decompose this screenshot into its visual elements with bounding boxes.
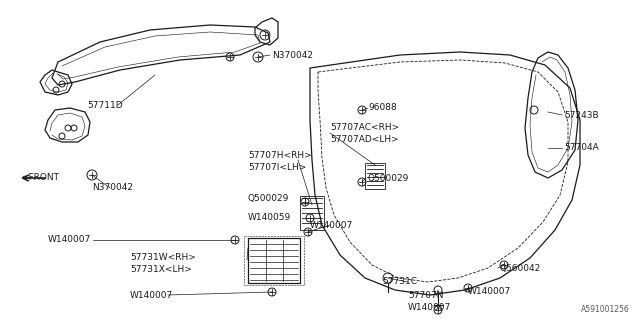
Text: Q560042: Q560042 xyxy=(500,263,541,273)
Text: 57731X<LH>: 57731X<LH> xyxy=(130,266,192,275)
Text: 57711D: 57711D xyxy=(87,100,123,109)
Bar xyxy=(365,163,385,189)
Text: A591001256: A591001256 xyxy=(581,305,630,314)
Text: 57243B: 57243B xyxy=(564,110,598,119)
Text: ←FRONT: ←FRONT xyxy=(22,173,60,182)
Text: 57707AD<LH>: 57707AD<LH> xyxy=(330,135,399,145)
Text: 57707H<RH>: 57707H<RH> xyxy=(248,150,312,159)
Text: W140007: W140007 xyxy=(468,287,511,297)
Text: 57731C: 57731C xyxy=(382,277,417,286)
Text: W140007: W140007 xyxy=(408,303,451,313)
Text: 96088: 96088 xyxy=(368,103,397,113)
Text: W140059: W140059 xyxy=(248,213,291,222)
Bar xyxy=(244,236,304,285)
Bar xyxy=(300,196,324,230)
Text: Q500029: Q500029 xyxy=(248,194,289,203)
Text: N370042: N370042 xyxy=(272,51,313,60)
Text: W140007: W140007 xyxy=(130,291,173,300)
Text: W140007: W140007 xyxy=(48,236,92,244)
Bar xyxy=(248,238,300,283)
Text: 57704A: 57704A xyxy=(564,143,599,153)
Text: 57731W<RH>: 57731W<RH> xyxy=(130,253,196,262)
Text: 57707N: 57707N xyxy=(408,292,444,300)
Text: W140007: W140007 xyxy=(310,220,353,229)
Text: N370042: N370042 xyxy=(92,183,133,193)
Text: Q500029: Q500029 xyxy=(368,173,410,182)
Text: 57707AC<RH>: 57707AC<RH> xyxy=(330,124,399,132)
Text: 57707I<LH>: 57707I<LH> xyxy=(248,163,307,172)
